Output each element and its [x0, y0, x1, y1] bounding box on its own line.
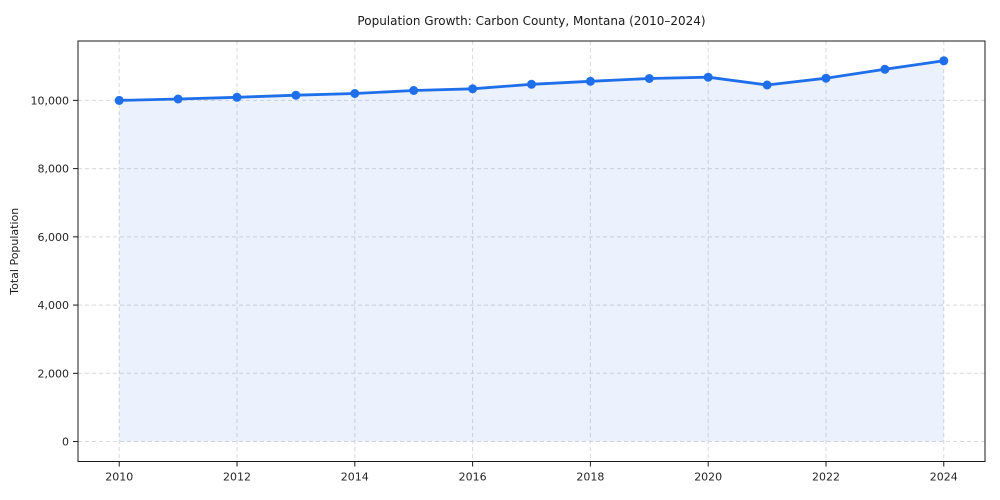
x-tick-label: 2016	[459, 471, 487, 484]
y-tick-label: 0	[62, 436, 69, 449]
data-point-2020	[703, 72, 713, 82]
area-fill	[119, 60, 944, 442]
grid-layer	[78, 41, 985, 462]
plot-border	[77, 40, 986, 462]
y-axis-label: Total Population	[8, 208, 21, 296]
axis-layer: 2010 2012 2014 2016 2018 2020 2022 2024 0 2,000 4,…	[31, 40, 986, 484]
data-point-2014	[350, 89, 360, 98]
x-tick-label: 2010	[105, 471, 133, 484]
chart-title: Population Growth: Carbon County, Montan…	[357, 14, 705, 28]
data-point-2022	[821, 73, 831, 83]
data-point-2018	[585, 76, 595, 86]
data-layer	[114, 56, 949, 442]
y-tick-label: 4,000	[38, 299, 70, 312]
data-point-2013	[291, 90, 301, 100]
y-tick-label: 6,000	[38, 231, 70, 244]
data-point-2017	[527, 79, 536, 89]
data-point-2016	[468, 84, 478, 94]
data-point-2011	[173, 94, 183, 104]
data-point-2023	[880, 64, 890, 74]
x-tick-label: 2014	[341, 471, 369, 484]
x-tick-label: 2022	[812, 471, 840, 484]
x-tick-label: 2020	[694, 471, 722, 484]
data-point-2024	[939, 56, 949, 66]
y-tick-label: 10,000	[31, 94, 70, 107]
data-point-2021	[762, 80, 772, 90]
y-tick-label: 8,000	[38, 163, 70, 176]
data-point-2019	[644, 74, 654, 83]
y-tick-label: 2,000	[38, 367, 70, 380]
data-point-2015	[409, 86, 419, 95]
x-tick-label: 2012	[223, 471, 251, 484]
x-tick-label: 2024	[930, 471, 958, 484]
data-point-2012	[232, 92, 242, 102]
data-point-2010	[114, 95, 124, 105]
x-tick-label: 2018	[576, 471, 604, 484]
